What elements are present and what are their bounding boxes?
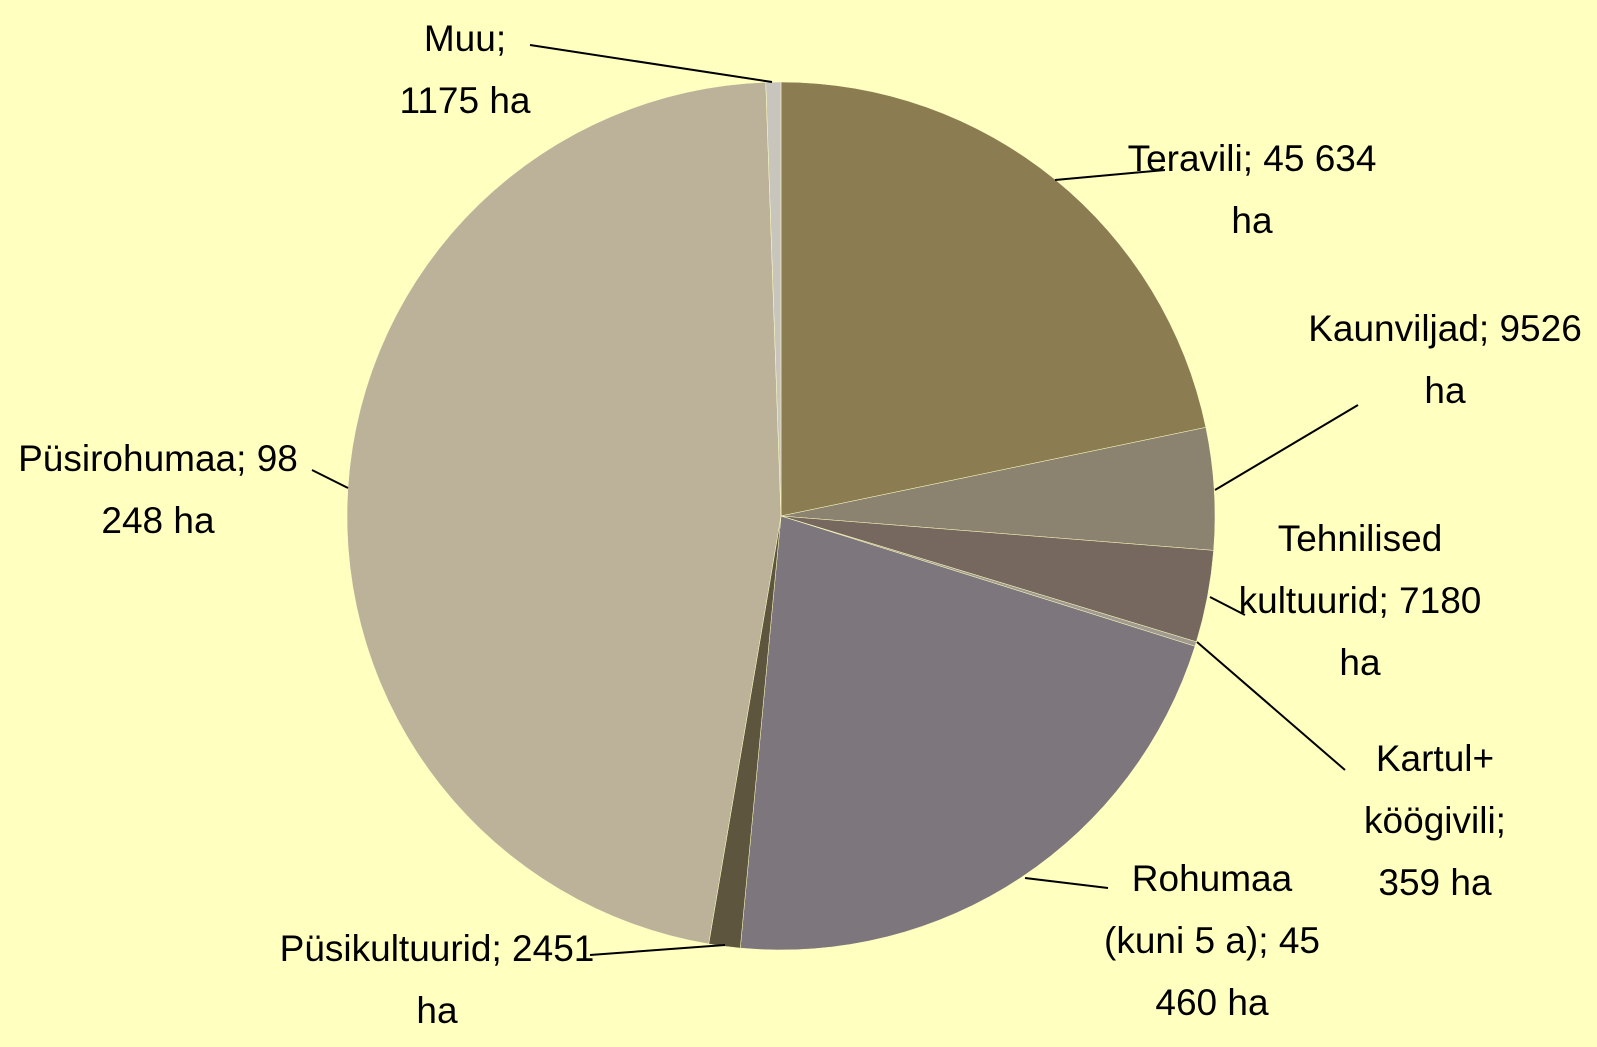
- leader-line: [1054, 169, 1166, 181]
- label-separator: ;: [1258, 920, 1269, 961]
- pie-slice: [765, 81, 782, 517]
- label-separator: ;: [1478, 308, 1490, 349]
- data-label: Kartul+ köögivili; 359 ha: [1330, 728, 1540, 914]
- pie-slice: [346, 82, 782, 945]
- value-label: 1175 ha: [399, 80, 531, 121]
- leader-line: [1196, 641, 1346, 771]
- label-separator: ;: [495, 18, 507, 59]
- leader-line: [1024, 877, 1109, 889]
- label-separator: ;: [1495, 800, 1506, 841]
- label-separator: ;: [1242, 138, 1253, 179]
- data-label: Kaunviljad; 9526 ha: [1305, 298, 1585, 422]
- category-label: Kaunviljad: [1308, 308, 1479, 349]
- value-label: 9526 ha: [1424, 308, 1582, 411]
- data-label: Püsirohumaa; 98 248 ha: [0, 428, 323, 552]
- category-label: Kartul+ köögivili: [1364, 738, 1496, 841]
- category-label: Tehnilised kultuurid: [1238, 518, 1443, 621]
- value-label: 7180 ha: [1339, 580, 1482, 683]
- value-label: 45 634 ha: [1231, 138, 1377, 241]
- pie-slice: [739, 515, 1196, 951]
- leader-line: [1214, 404, 1359, 491]
- label-separator: ;: [236, 438, 247, 479]
- leader-line: [589, 944, 726, 956]
- category-label: Püsikultuurid: [279, 928, 492, 969]
- data-label: Muu; 1175 ha: [395, 8, 535, 132]
- leader-line: [311, 469, 349, 489]
- value-label: 98 248 ha: [101, 438, 298, 541]
- pie-slice: [780, 81, 1207, 517]
- value-label: 359 ha: [1378, 862, 1492, 903]
- leader-line: [1209, 596, 1246, 616]
- category-label: Muu: [423, 18, 496, 59]
- value-label: 45 460 ha: [1155, 920, 1320, 1023]
- category-label: Rohumaa (kuni 5 a): [1104, 858, 1293, 961]
- data-label: Tehnilised kultuurid; 7180 ha: [1235, 508, 1485, 694]
- category-label: Teravili: [1127, 138, 1243, 179]
- data-label: Teravili; 45 634 ha: [1122, 128, 1382, 252]
- data-label: Rohumaa (kuni 5 a); 45 460 ha: [1087, 848, 1337, 1034]
- label-separator: ;: [1378, 580, 1389, 621]
- label-separator: ;: [491, 928, 502, 969]
- value-label: 2451 ha: [416, 928, 595, 1031]
- leader-line: [529, 44, 773, 83]
- data-label: Püsikultuurid; 2451 ha: [272, 918, 602, 1042]
- category-label: Püsirohumaa: [18, 438, 237, 479]
